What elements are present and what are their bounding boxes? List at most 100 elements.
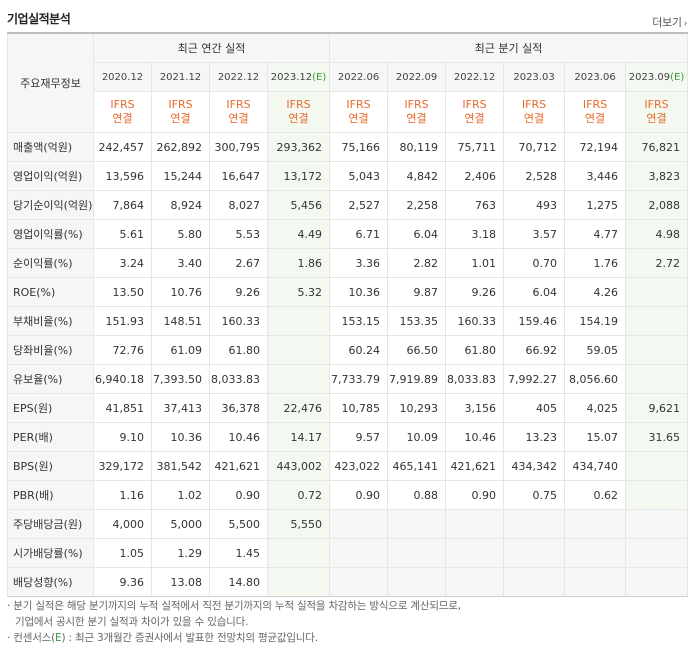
footnote-2: · 컨센서스(E) : 최근 3개월간 증권사에서 발표한 전망치의 평균값입니…: [7, 632, 318, 644]
row-label: 당기순이익(억원): [7, 190, 94, 220]
basis-header: IFRS 연결: [387, 91, 447, 133]
more-link[interactable]: 더보기 ›: [652, 14, 687, 30]
table-row: 영업이익률(%) 5.61 5.80 5.53 4.49 6.71 6.04 3.18 3.57…: [7, 219, 689, 249]
value-cell: [445, 509, 505, 539]
value-cell: 293,362: [266, 132, 331, 162]
basis-standard: IFRS: [110, 98, 135, 111]
value-cell: 7,733.79: [329, 364, 389, 394]
value-cell: 13.08: [151, 567, 210, 597]
value-cell: 6.04: [387, 219, 447, 249]
value-cell: 4.77: [564, 219, 627, 249]
value-cell: [387, 538, 447, 568]
basis-scope: 연결: [523, 112, 545, 125]
value-cell: 75,711: [445, 132, 505, 162]
value-cell: 9.87: [387, 277, 447, 307]
value-cell: 160.33: [445, 306, 505, 336]
value-cell: 421,621: [445, 451, 505, 481]
value-cell: 4.98: [625, 219, 689, 249]
value-cell: 5,456: [266, 190, 331, 220]
value-cell: 242,457: [93, 132, 152, 162]
table-row: 시가배당률(%) 1.05 1.29 1.45: [7, 538, 689, 568]
panel-title: 기업실적분석: [7, 12, 71, 26]
value-cell: 10.36: [151, 422, 210, 452]
value-cell: 1.16: [93, 480, 152, 510]
value-cell: [266, 335, 331, 365]
value-cell: 4,000: [93, 509, 152, 539]
value-cell: 5,500: [209, 509, 268, 539]
value-cell: 159.46: [503, 306, 566, 336]
value-cell: 0.62: [564, 480, 627, 510]
value-cell: [625, 451, 689, 481]
value-cell: 2,527: [329, 190, 389, 220]
value-cell: 148.51: [151, 306, 210, 336]
value-cell: 0.88: [387, 480, 447, 510]
value-cell: [503, 509, 566, 539]
period-label: 2022.06: [337, 71, 380, 83]
value-cell: 8,033.83: [445, 364, 505, 394]
basis-standard: IFRS: [521, 98, 547, 111]
value-cell: 37,413: [151, 393, 210, 423]
value-cell: [625, 567, 689, 597]
value-cell: 22,476: [266, 393, 331, 423]
value-cell: 10,293: [387, 393, 447, 423]
value-cell: 1.05: [93, 538, 152, 568]
period-header: 2021.12: [151, 62, 210, 92]
value-cell: 3.24: [93, 248, 152, 278]
value-cell: 8,027: [209, 190, 268, 220]
value-cell: [266, 538, 331, 568]
panel-header: 기업실적분석 더보기 ›: [7, 8, 687, 30]
value-cell: 7,992.27: [503, 364, 566, 394]
value-cell: 3.18: [445, 219, 505, 249]
basis-scope: 연결: [112, 112, 133, 125]
value-cell: 9.10: [93, 422, 152, 452]
row-label: 영업이익률(%): [7, 219, 94, 249]
value-cell: 72,194: [564, 132, 627, 162]
value-cell: 0.90: [445, 480, 505, 510]
period-label: 2023.09: [628, 71, 671, 83]
period-header: 2023.03: [503, 62, 566, 92]
value-cell: 7,864: [93, 190, 152, 220]
value-cell: [329, 567, 389, 597]
table-row: 배당성향(%) 9.36 13.08 14.80: [7, 567, 689, 597]
period-label: 2023.06: [574, 71, 616, 83]
value-cell: 61.80: [209, 335, 268, 365]
table-row: 영업이익(억원) 13,596 15,244 16,647 13,172 5,043 4,8…: [7, 161, 689, 191]
value-cell: 2.67: [209, 248, 268, 278]
value-cell: 14.80: [209, 567, 268, 597]
basis-scope: 연결: [646, 112, 667, 125]
value-cell: 2,258: [387, 190, 447, 220]
value-cell: 1.45: [209, 538, 268, 568]
table-row: 유보율(%) 6,940.18 7,393.50 8,033.83 7,733.79 7,…: [7, 364, 689, 394]
table-row: 당기순이익(억원) 7,864 8,924 8,027 5,456 2,527 2,258 7…: [7, 190, 689, 220]
basis-scope: 연결: [348, 112, 369, 125]
value-cell: 13,596: [93, 161, 152, 191]
value-cell: 154.19: [564, 306, 627, 336]
footnotes: · 분기 실적은 해당 분기까지의 누적 실적에서 직전 분기까지의 누적 실적…: [7, 598, 461, 646]
basis-standard: IFRS: [346, 98, 371, 111]
value-cell: 61.80: [445, 335, 505, 365]
value-cell: 153.15: [329, 306, 389, 336]
value-cell: 10.46: [209, 422, 268, 452]
value-cell: 1.01: [445, 248, 505, 278]
value-cell: 3.40: [151, 248, 210, 278]
row-label: 영업이익(억원): [7, 161, 94, 191]
value-cell: 0.70: [503, 248, 566, 278]
value-cell: 1.29: [151, 538, 210, 568]
value-cell: 10.36: [329, 277, 389, 307]
value-cell: 60.24: [329, 335, 389, 365]
value-cell: 9.57: [329, 422, 389, 452]
value-cell: 3.57: [503, 219, 566, 249]
row-label: ROE(%): [7, 277, 94, 307]
value-cell: [564, 567, 627, 597]
value-cell: 13.50: [93, 277, 152, 307]
value-cell: 465,141: [387, 451, 447, 481]
consensus-e-marker: E: [55, 632, 62, 644]
basis-scope: 연결: [288, 112, 309, 125]
value-cell: 36,378: [209, 393, 268, 423]
financial-table: 주요재무정보 최근 연간 실적 최근 분기 실적 2020.12 2021.12 2…: [7, 32, 689, 597]
value-cell: [625, 335, 689, 365]
value-cell: 153.35: [387, 306, 447, 336]
value-cell: 262,892: [151, 132, 210, 162]
row-label: 유보율(%): [7, 364, 94, 394]
period-label: 2022.12: [453, 71, 496, 83]
